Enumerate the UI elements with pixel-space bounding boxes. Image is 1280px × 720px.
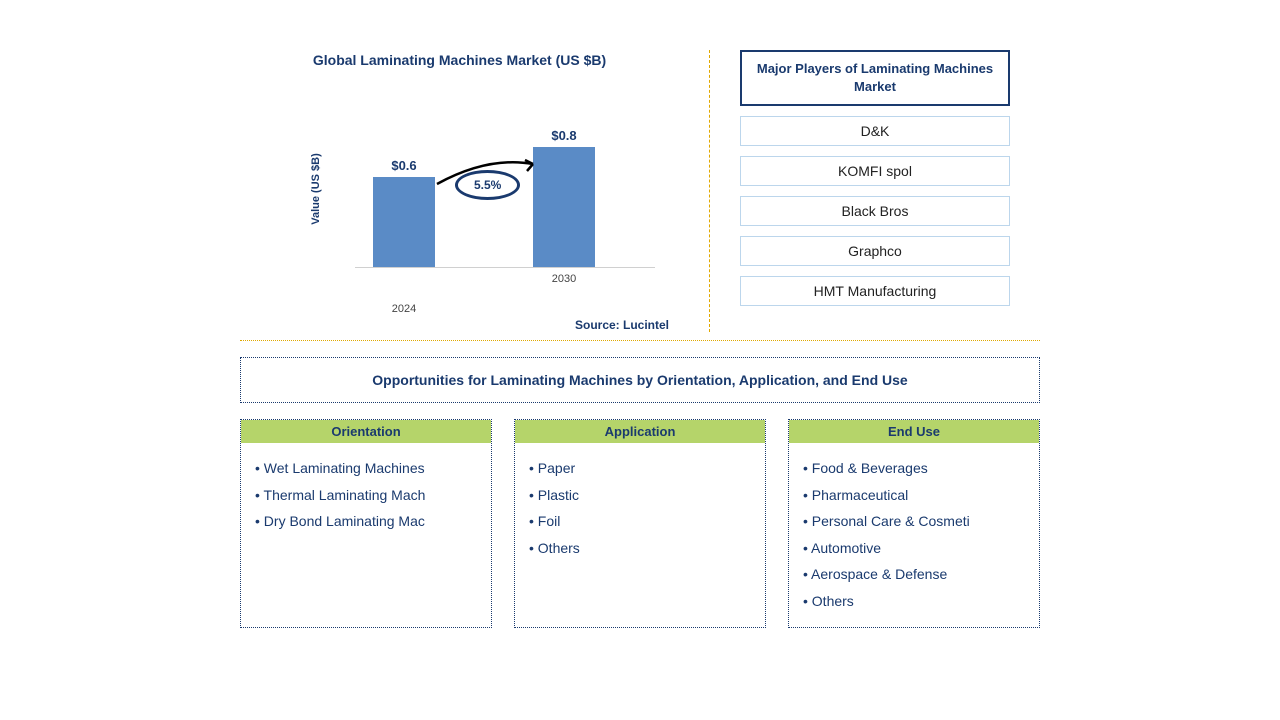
col-list: Paper Plastic Foil Others <box>515 443 765 573</box>
players-panel: Major Players of Laminating Machines Mar… <box>710 50 1010 332</box>
opportunities-col-application: Application Paper Plastic Foil Others <box>514 419 766 628</box>
x-tick-label: 2024 <box>373 303 435 315</box>
bar-value-label: $0.8 <box>551 128 576 143</box>
list-item: Pharmaceutical <box>803 482 1029 509</box>
bar-group-2030: $0.8 2030 <box>533 128 595 267</box>
col-header: End Use <box>789 420 1039 443</box>
list-item: Personal Care & Cosmeti <box>803 508 1029 535</box>
list-item: Automotive <box>803 535 1029 562</box>
col-list: Food & Beverages Pharmaceutical Personal… <box>789 443 1039 627</box>
list-item: Thermal Laminating Mach <box>255 482 481 509</box>
list-item: Dry Bond Laminating Mac <box>255 508 481 535</box>
opportunities-row: Orientation Wet Laminating Machines Ther… <box>240 419 1040 628</box>
chart-title: Global Laminating Machines Market (US $B… <box>240 52 679 68</box>
growth-callout: 5.5% <box>455 170 520 200</box>
source-label: Source: Lucintel <box>240 318 679 332</box>
player-item: D&K <box>740 116 1010 146</box>
players-title: Major Players of Laminating Machines Mar… <box>740 50 1010 106</box>
list-item: Paper <box>529 455 755 482</box>
chart-body: Value (US $B) $0.6 2024 $0.8 2030 <box>240 98 679 268</box>
player-item: HMT Manufacturing <box>740 276 1010 306</box>
chart-panel: Global Laminating Machines Market (US $B… <box>240 50 710 332</box>
top-row: Global Laminating Machines Market (US $B… <box>240 50 1040 341</box>
list-item: Plastic <box>529 482 755 509</box>
list-item: Foil <box>529 508 755 535</box>
list-item: Aerospace & Defense <box>803 561 1029 588</box>
player-item: Graphco <box>740 236 1010 266</box>
bar-group-2024: $0.6 2024 <box>373 158 435 267</box>
list-item: Others <box>803 588 1029 615</box>
opportunities-col-enduse: End Use Food & Beverages Pharmaceutical … <box>788 419 1040 628</box>
col-header: Application <box>515 420 765 443</box>
x-tick-label: 2030 <box>533 273 595 285</box>
bar-2024 <box>373 177 435 267</box>
list-item: Others <box>529 535 755 562</box>
y-axis-label: Value (US $B) <box>310 153 322 225</box>
col-list: Wet Laminating Machines Thermal Laminati… <box>241 443 491 547</box>
opportunities-col-orientation: Orientation Wet Laminating Machines Ther… <box>240 419 492 628</box>
growth-rate-oval: 5.5% <box>455 170 520 200</box>
bar-value-label: $0.6 <box>391 158 416 173</box>
player-item: KOMFI spol <box>740 156 1010 186</box>
player-item: Black Bros <box>740 196 1010 226</box>
list-item: Wet Laminating Machines <box>255 455 481 482</box>
opportunities-title: Opportunities for Laminating Machines by… <box>240 357 1040 403</box>
list-item: Food & Beverages <box>803 455 1029 482</box>
col-header: Orientation <box>241 420 491 443</box>
infographic-root: Global Laminating Machines Market (US $B… <box>240 50 1040 628</box>
